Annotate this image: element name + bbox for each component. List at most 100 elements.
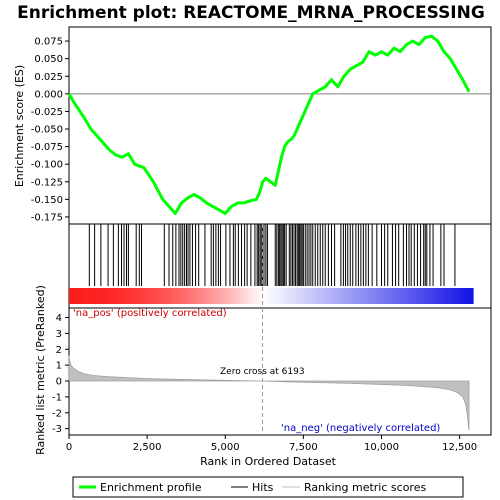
rank-color-segment xyxy=(161,288,167,304)
rank-color-segment xyxy=(69,288,74,304)
rank-color-segment xyxy=(246,288,252,304)
rank-color-segment xyxy=(194,288,199,304)
es-y-tick-label: -0.175 xyxy=(31,212,63,223)
rank-color-segment xyxy=(97,288,102,304)
rank-color-segment xyxy=(388,288,393,304)
rank-color-segment xyxy=(198,288,203,304)
rank-color-segment xyxy=(343,288,349,304)
rank-color-segment xyxy=(242,288,248,304)
x-axis-label: Rank in Ordered Dataset xyxy=(200,455,337,468)
legend-label-hits: Hits xyxy=(252,481,274,494)
zero-cross-label: Zero cross at 6193 xyxy=(220,367,305,377)
rank-color-segment xyxy=(440,288,446,304)
rank-color-segment xyxy=(153,288,159,304)
rank-color-segment xyxy=(428,288,434,304)
es-y-tick-label: -0.100 xyxy=(31,160,63,171)
rank-color-segment xyxy=(117,288,123,304)
rank-color-segment xyxy=(105,288,110,304)
es-panel: 0.075 0.050 0.025 0.000 -0.025 -0.050 -0.075 -0… xyxy=(31,34,491,223)
rank-color-segment xyxy=(303,288,308,304)
rank-color-segment xyxy=(323,288,329,304)
rank-color-segment xyxy=(319,288,325,304)
neg-correlated-label: 'na_neg' (negatively correlated) xyxy=(281,423,440,434)
rank-color-segment xyxy=(230,288,236,304)
es-y-axis-label: Enrichment score (ES) xyxy=(13,65,26,187)
rank-color-segment xyxy=(347,288,353,304)
metric-panel: 4 3 2 1 0 -1 -2 -3 0 2,500 5,000 7,500 10,000 12,500 xyxy=(52,224,477,453)
rank-color-segment xyxy=(331,288,337,304)
rank-color-segment xyxy=(73,288,78,304)
rank-color-segment xyxy=(186,288,191,304)
rank-color-segment xyxy=(266,288,272,304)
rank-color-segment xyxy=(327,288,333,304)
x-tick-label: 7,500 xyxy=(289,442,318,453)
rank-color-segment xyxy=(283,288,288,304)
legend-label-profile: Enrichment profile xyxy=(100,481,202,494)
es-y-tick-label: -0.075 xyxy=(31,142,63,153)
rank-color-segment xyxy=(424,288,430,304)
legend: Enrichment profile Hits Ranking metric s… xyxy=(72,476,464,498)
rank-color-segment xyxy=(218,288,224,304)
es-y-tick-label: 0.075 xyxy=(34,37,63,48)
rank-color-segment xyxy=(214,288,220,304)
rank-color-segment xyxy=(464,288,470,304)
metric-y-tick-label: -2 xyxy=(52,408,62,419)
rank-color-segment xyxy=(363,288,369,304)
es-y-tick-label: -0.150 xyxy=(31,195,63,206)
es-panel-frame xyxy=(68,26,492,225)
rank-color-segment xyxy=(262,288,268,304)
es-y-tick-label: -0.125 xyxy=(31,177,63,188)
rank-color-segment xyxy=(125,288,131,304)
rank-color-segment xyxy=(396,288,401,304)
rank-color-segment xyxy=(351,288,357,304)
rank-color-segment xyxy=(165,288,171,304)
hits-panel xyxy=(69,224,474,304)
rank-color-segment xyxy=(206,288,211,304)
rank-color-segment xyxy=(444,288,450,304)
rank-color-segment xyxy=(93,288,98,304)
rank-color-segment xyxy=(81,288,86,304)
rank-color-segment xyxy=(250,288,256,304)
rank-color-segment xyxy=(380,288,385,304)
x-tick-label: 0 xyxy=(66,442,72,453)
rank-color-segment xyxy=(254,288,260,304)
rank-color-segment xyxy=(456,288,462,304)
es-y-tick-label: 0.025 xyxy=(34,72,63,83)
rank-color-segment xyxy=(295,288,300,304)
rank-color-segment xyxy=(77,288,82,304)
rank-color-segment xyxy=(335,288,341,304)
metric-y-tick-label: 1 xyxy=(56,361,62,372)
rank-color-segment xyxy=(376,288,381,304)
metric-y-axis-label: Ranked list metric (PreRanked) xyxy=(34,285,47,455)
rank-color-segment xyxy=(113,288,119,304)
rank-color-segment xyxy=(190,288,195,304)
rank-color-segment xyxy=(448,288,454,304)
rank-color-segment xyxy=(234,288,240,304)
rank-color-segment xyxy=(339,288,345,304)
rank-color-segment xyxy=(222,288,228,304)
rank-color-segment xyxy=(174,288,179,304)
metric-y-tick-label: 2 xyxy=(56,345,62,356)
rank-color-segment xyxy=(275,288,280,304)
rank-color-segment xyxy=(404,288,409,304)
rank-color-segment xyxy=(182,288,187,304)
rank-color-segment xyxy=(416,288,422,304)
rank-color-segment xyxy=(121,288,127,304)
rank-color-segment xyxy=(178,288,183,304)
rank-color-segment xyxy=(258,288,264,304)
rank-color-segment xyxy=(372,288,377,304)
rank-color-segment xyxy=(452,288,458,304)
rank-color-segment xyxy=(359,288,365,304)
rank-color-segment xyxy=(210,288,216,304)
metric-y-tick-label: 4 xyxy=(56,313,62,324)
es-y-tick-label: 0.000 xyxy=(34,89,63,100)
rank-color-segment xyxy=(367,288,373,304)
metric-y-tick-label: -3 xyxy=(52,424,62,435)
rank-color-segment xyxy=(392,288,397,304)
rank-color-segment xyxy=(460,288,466,304)
rank-color-segment xyxy=(432,288,438,304)
x-tick-label: 2,500 xyxy=(133,442,162,453)
rank-color-segment xyxy=(287,288,292,304)
rank-color-segment xyxy=(101,288,106,304)
